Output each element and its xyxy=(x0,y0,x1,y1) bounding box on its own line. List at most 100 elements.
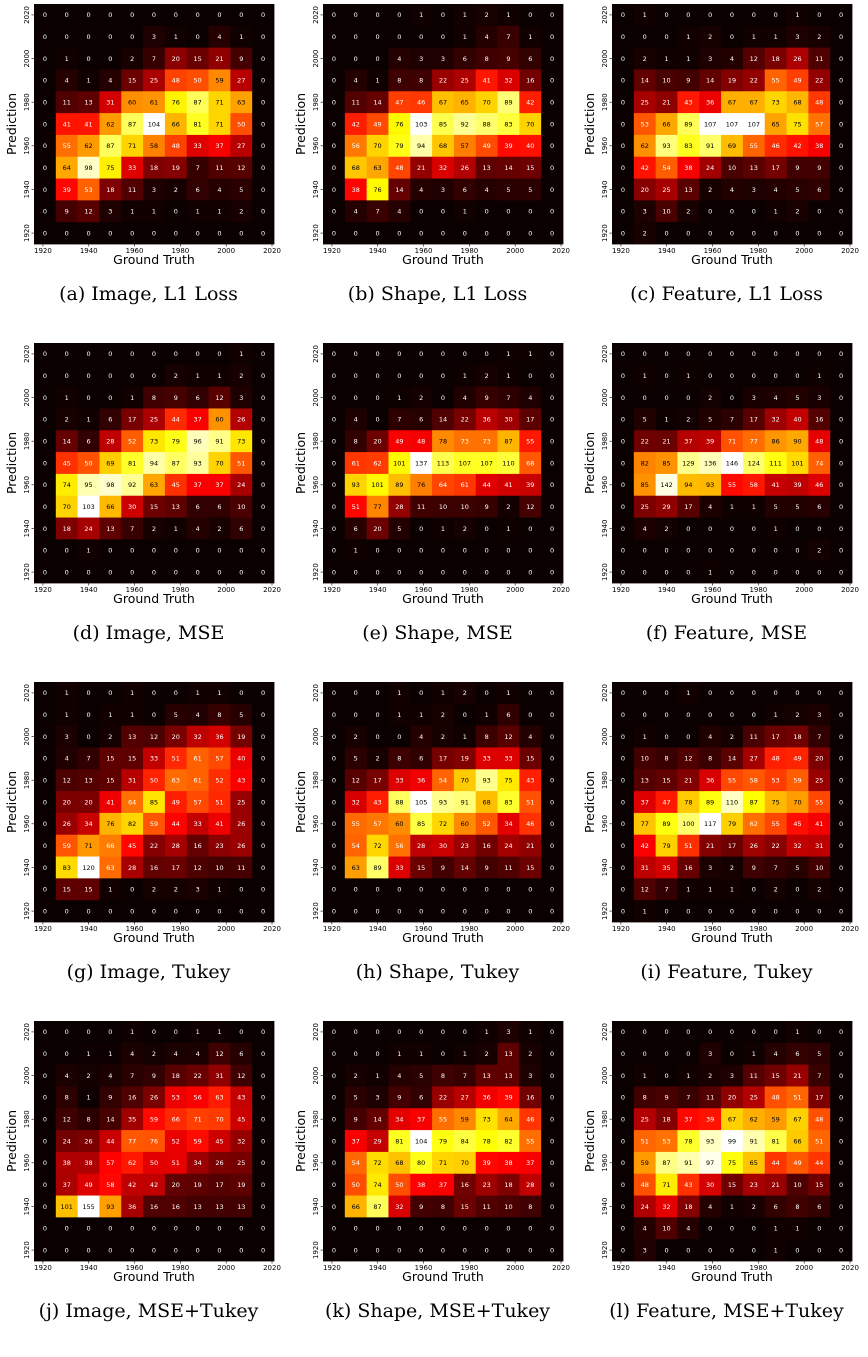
y-tick-label: 1960 xyxy=(23,815,31,833)
heatmap-cell xyxy=(323,747,346,770)
cell-value: 2 xyxy=(108,733,112,741)
cell-value: 1 xyxy=(130,711,134,719)
cell-value: 0 xyxy=(839,186,843,194)
cell-value: 0 xyxy=(419,568,423,576)
heatmap-cell xyxy=(764,682,787,705)
heatmap-cell xyxy=(121,900,144,923)
heatmap-cell xyxy=(366,856,389,879)
cell-value: 0 xyxy=(217,568,221,576)
cell-value: 28 xyxy=(172,842,180,850)
heatmap-cell xyxy=(677,1086,700,1109)
cell-value: 0 xyxy=(550,437,554,445)
cell-value: 32 xyxy=(662,1203,670,1211)
cell-value: 0 xyxy=(621,1159,625,1167)
heatmap-cell xyxy=(764,1042,787,1066)
heatmap-cell xyxy=(764,517,787,540)
cell-value: 2 xyxy=(65,416,69,424)
heatmap-cell xyxy=(388,561,411,584)
heatmap-cell xyxy=(99,769,122,792)
cell-value: 0 xyxy=(441,1246,445,1254)
cell-value: 36 xyxy=(706,98,714,106)
heatmap-cell xyxy=(208,747,231,770)
heatmap-cell xyxy=(77,791,100,814)
heatmap-cell xyxy=(432,1151,455,1175)
x-tick-label: 1960 xyxy=(126,925,144,933)
heatmap-cell xyxy=(721,1064,744,1087)
cell-value: 0 xyxy=(419,229,423,237)
heatmap-cell xyxy=(208,4,231,27)
cell-value: 4 xyxy=(708,1203,712,1211)
heatmap-cell xyxy=(230,386,253,409)
cell-value: 0 xyxy=(621,547,625,555)
cell-value: 59 xyxy=(215,77,223,85)
heatmap-cell xyxy=(453,1064,477,1087)
cell-value: 129 xyxy=(682,459,694,467)
cell-value: 0 xyxy=(621,1137,625,1145)
heatmap-cell xyxy=(323,1086,346,1109)
cell-value: 1 xyxy=(686,372,690,380)
cell-value: 1 xyxy=(795,1225,799,1233)
x-tick-label: 1980 xyxy=(171,247,189,255)
heatmap-cell xyxy=(655,834,678,857)
heatmap-cell xyxy=(541,1151,564,1175)
heatmap-cell xyxy=(453,69,477,92)
heatmap-cell xyxy=(453,725,477,748)
cell-value: 0 xyxy=(664,11,668,19)
cell-value: 0 xyxy=(397,1028,401,1036)
heatmap-cell xyxy=(633,1086,657,1109)
heatmap-cell xyxy=(677,747,700,770)
cell-value: 107 xyxy=(459,459,471,467)
cell-value: 0 xyxy=(485,886,489,894)
heatmap-cell xyxy=(655,156,678,179)
heatmap-cell xyxy=(186,364,209,388)
heatmap-cell xyxy=(612,178,635,201)
heatmap-cell xyxy=(612,1195,635,1218)
heatmap-cell xyxy=(475,386,498,409)
heatmap-cell xyxy=(721,91,744,114)
heatmap-cell xyxy=(55,517,79,540)
cell-value: 4 xyxy=(708,733,712,741)
cell-value: 3 xyxy=(708,1050,712,1058)
heatmap-cell xyxy=(186,200,209,223)
cell-value: 20 xyxy=(172,55,180,63)
heatmap-cell xyxy=(410,156,433,179)
cell-value: 0 xyxy=(550,755,554,763)
heatmap-cell xyxy=(808,856,831,879)
cell-value: 0 xyxy=(528,568,532,576)
cell-value: 36 xyxy=(482,1094,490,1102)
heatmap-cell xyxy=(410,561,433,584)
cell-value: 0 xyxy=(730,689,734,697)
heatmap-cell xyxy=(410,113,433,136)
heatmap-cell xyxy=(786,517,809,540)
heatmap-cell xyxy=(432,1239,455,1262)
heatmap-cell xyxy=(252,408,275,431)
cell-value: 51 xyxy=(684,842,692,850)
cell-value: 0 xyxy=(795,350,799,358)
heatmap-cell xyxy=(677,878,700,901)
cell-value: 67 xyxy=(793,1115,801,1123)
heatmap-cell xyxy=(143,408,166,431)
heatmap-cell xyxy=(230,408,253,431)
y-tick-label: 1980 xyxy=(312,771,320,789)
heatmap-panel: 0 0 0 0 0 0 0 1 3 1 0 0 0 0 1 1 0 1 2 13 2 0 0 2 1 4 5 8 7 13 13 3 0 0 5 3 9… xyxy=(293,1017,582,1356)
cell-value: 0 xyxy=(686,11,690,19)
cell-value: 17 xyxy=(815,1094,823,1102)
heatmap-cell xyxy=(541,222,564,245)
cell-value: 0 xyxy=(239,886,243,894)
cell-value: 25 xyxy=(641,98,649,106)
cell-value: 0 xyxy=(332,1246,336,1254)
heatmap-panel: 0 0 0 0 1 0 0 1 1 0 0 0 0 1 1 4 2 4 4 12 6 0 0 4 2 4 7 9 18 22 31 12 0 0 8… xyxy=(4,1017,293,1356)
heatmap-cell xyxy=(786,408,809,431)
heatmap-cell xyxy=(541,878,564,901)
heatmap-cell xyxy=(677,517,700,540)
cell-value: 3 xyxy=(152,186,156,194)
cell-value: 60 xyxy=(461,820,469,828)
cell-value: 0 xyxy=(130,1225,134,1233)
heatmap-cell xyxy=(99,1086,122,1109)
heatmap-cell xyxy=(786,791,809,814)
cell-value: 0 xyxy=(817,1246,821,1254)
cell-value: 4 xyxy=(130,1050,134,1058)
y-tick-label: 1960 xyxy=(601,137,609,155)
heatmap-cell xyxy=(541,682,564,705)
heatmap-cell xyxy=(655,91,678,114)
